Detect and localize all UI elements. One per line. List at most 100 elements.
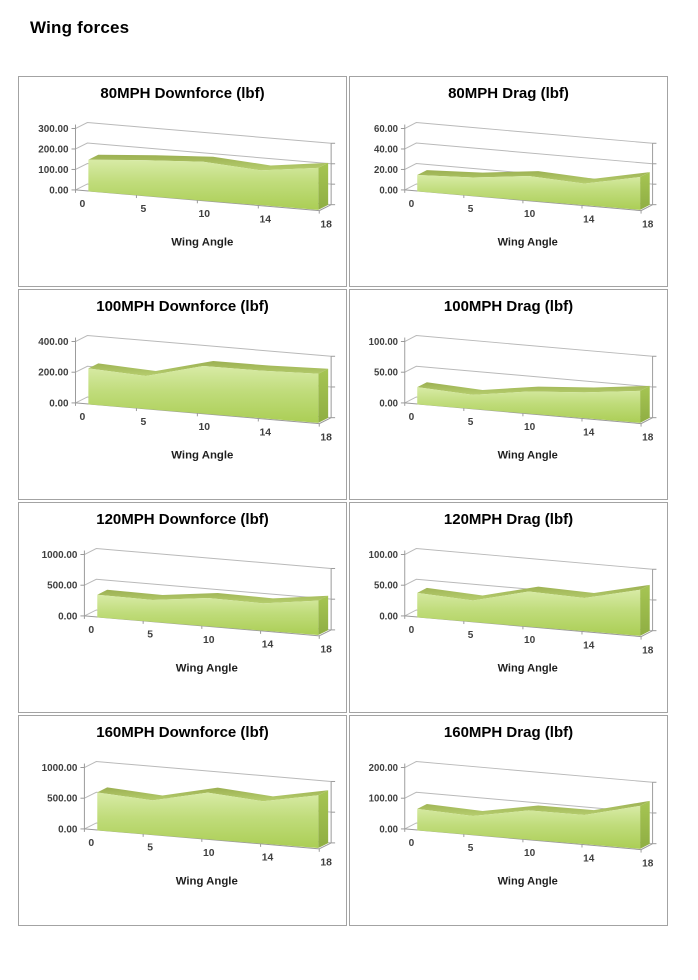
svg-text:14: 14 (583, 427, 595, 438)
svg-text:0: 0 (80, 199, 86, 210)
svg-text:Wing Angle: Wing Angle (498, 662, 558, 674)
svg-text:0: 0 (409, 838, 415, 849)
svg-text:0.00: 0.00 (49, 185, 69, 196)
svg-text:Wing Angle: Wing Angle (171, 449, 233, 461)
charts-grid: 80MPH Downforce (lbf) 0.00 100.00 200.00 30… (18, 76, 668, 926)
svg-text:20.00: 20.00 (374, 165, 399, 176)
svg-text:40.00: 40.00 (374, 144, 399, 155)
chart-80mph-drag: 0.00 20.00 40.00 60.00 0 5 10 14 18 Wing Angle (374, 122, 657, 248)
svg-text:Wing Angle: Wing Angle (171, 236, 233, 248)
svg-text:5: 5 (468, 204, 474, 215)
svg-text:Wing Angle: Wing Angle (176, 662, 238, 674)
svg-text:5: 5 (147, 843, 153, 854)
chart-panel-160mph-downforce[interactable]: 160MPH Downforce (lbf) 0.00 500.00 1000.00… (18, 715, 347, 926)
svg-text:60.00: 60.00 (374, 124, 399, 135)
svg-text:18: 18 (642, 645, 654, 656)
chart-120mph-drag: 0.00 50.00 100.00 0 5 10 14 18 Wing Angle (369, 548, 657, 674)
svg-text:14: 14 (583, 214, 595, 225)
svg-text:0.00: 0.00 (58, 824, 78, 835)
svg-text:50.00: 50.00 (374, 581, 399, 592)
svg-text:0: 0 (409, 199, 415, 210)
svg-text:10: 10 (203, 848, 215, 859)
svg-text:5: 5 (468, 843, 474, 854)
svg-text:5: 5 (468, 630, 474, 641)
svg-text:Wing Angle: Wing Angle (498, 449, 558, 461)
svg-text:10: 10 (199, 209, 211, 220)
svg-text:300.00: 300.00 (38, 124, 69, 135)
svg-text:1000.00: 1000.00 (42, 763, 78, 774)
svg-text:18: 18 (320, 645, 332, 656)
chart-title: 120MPH Downforce (lbf) (96, 511, 269, 528)
svg-text:5: 5 (140, 417, 146, 428)
svg-text:0.00: 0.00 (379, 185, 398, 196)
chart-160mph-drag: 0.00 100.00 200.00 0 5 10 14 18 Wing Angle (369, 761, 657, 887)
svg-text:14: 14 (583, 640, 595, 651)
chart-160mph-downforce: 0.00 500.00 1000.00 0 5 10 14 18 Wing Angle (42, 761, 336, 887)
svg-text:18: 18 (320, 858, 332, 869)
svg-text:200.00: 200.00 (369, 763, 399, 774)
svg-text:0.00: 0.00 (58, 611, 78, 622)
page-title: Wing forces (30, 18, 130, 37)
chart-title: 100MPH Drag (lbf) (443, 298, 574, 315)
svg-text:500.00: 500.00 (47, 794, 78, 805)
svg-text:10: 10 (524, 848, 536, 859)
svg-text:50.00: 50.00 (374, 368, 399, 379)
chart-panel-120mph-drag[interactable]: 120MPH Drag (lbf) 0.00 50.00 100.00 0 5 10 14 1… (349, 502, 668, 713)
svg-text:18: 18 (320, 219, 332, 230)
chart-120mph-downforce: 0.00 500.00 1000.00 0 5 10 14 18 Wing Angle (42, 548, 336, 674)
svg-text:14: 14 (262, 853, 274, 864)
chart-title: 160MPH Drag (lbf) (443, 724, 574, 741)
svg-text:10: 10 (203, 635, 215, 646)
chart-panel-100mph-downforce[interactable]: 100MPH Downforce (lbf) 0.00 200.00 400.00 0… (18, 289, 347, 500)
svg-text:5: 5 (147, 630, 153, 641)
svg-text:10: 10 (524, 422, 536, 433)
chart-panel-80mph-drag[interactable]: 80MPH Drag (lbf) 0.00 20.00 40.00 60.00 0 5 10… (349, 76, 668, 287)
svg-text:10: 10 (199, 422, 211, 433)
chart-title: 160MPH Downforce (lbf) (96, 724, 269, 741)
svg-text:0.00: 0.00 (379, 611, 398, 622)
svg-text:Wing Angle: Wing Angle (498, 236, 558, 248)
chart-panel-80mph-downforce[interactable]: 80MPH Downforce (lbf) 0.00 100.00 200.00 30… (18, 76, 347, 287)
svg-text:0: 0 (88, 625, 94, 636)
svg-text:100.00: 100.00 (369, 550, 399, 561)
svg-text:14: 14 (259, 214, 271, 225)
svg-text:0.00: 0.00 (49, 398, 69, 409)
svg-text:14: 14 (583, 853, 595, 864)
svg-text:10: 10 (524, 635, 536, 646)
svg-text:5: 5 (140, 204, 146, 215)
svg-text:0: 0 (409, 625, 415, 636)
svg-text:14: 14 (259, 427, 271, 438)
svg-text:0: 0 (80, 412, 86, 423)
svg-text:10: 10 (524, 209, 536, 220)
svg-text:Wing Angle: Wing Angle (498, 875, 558, 887)
chart-panel-160mph-drag[interactable]: 160MPH Drag (lbf) 0.00 100.00 200.00 0 5 10 14… (349, 715, 668, 926)
chart-100mph-drag: 0.00 50.00 100.00 0 5 10 14 18 Wing Angle (369, 335, 657, 461)
chart-panel-120mph-downforce[interactable]: 120MPH Downforce (lbf) 0.00 500.00 1000.00… (18, 502, 347, 713)
svg-text:14: 14 (262, 640, 274, 651)
svg-text:100.00: 100.00 (38, 165, 69, 176)
svg-text:18: 18 (642, 219, 654, 230)
svg-text:18: 18 (642, 858, 654, 869)
svg-text:500.00: 500.00 (47, 581, 78, 592)
chart-title: 120MPH Drag (lbf) (443, 511, 574, 528)
svg-text:Wing Angle: Wing Angle (176, 875, 238, 887)
chart-title: 80MPH Drag (lbf) (448, 85, 569, 102)
chart-100mph-downforce: 0.00 200.00 400.00 0 5 10 14 18 Wing Angle (38, 335, 336, 461)
svg-text:1000.00: 1000.00 (42, 550, 78, 561)
svg-text:200.00: 200.00 (38, 368, 69, 379)
svg-text:400.00: 400.00 (38, 337, 69, 348)
chart-panel-100mph-drag[interactable]: 100MPH Drag (lbf) 0.00 50.00 100.00 0 5 10 14 1… (349, 289, 668, 500)
chart-title: 100MPH Downforce (lbf) (96, 298, 269, 315)
svg-text:18: 18 (642, 432, 654, 443)
svg-text:18: 18 (320, 432, 332, 443)
svg-text:200.00: 200.00 (38, 144, 69, 155)
chart-80mph-downforce: 0.00 100.00 200.00 300.00 0 5 10 14 18 Wing Angle (38, 122, 336, 248)
svg-text:100.00: 100.00 (369, 794, 399, 805)
svg-text:0.00: 0.00 (379, 824, 398, 835)
svg-text:5: 5 (468, 417, 474, 428)
svg-text:0.00: 0.00 (379, 398, 398, 409)
svg-text:0: 0 (409, 412, 415, 423)
svg-text:100.00: 100.00 (369, 337, 399, 348)
chart-title: 80MPH Downforce (lbf) (100, 85, 265, 102)
svg-text:0: 0 (88, 838, 94, 849)
